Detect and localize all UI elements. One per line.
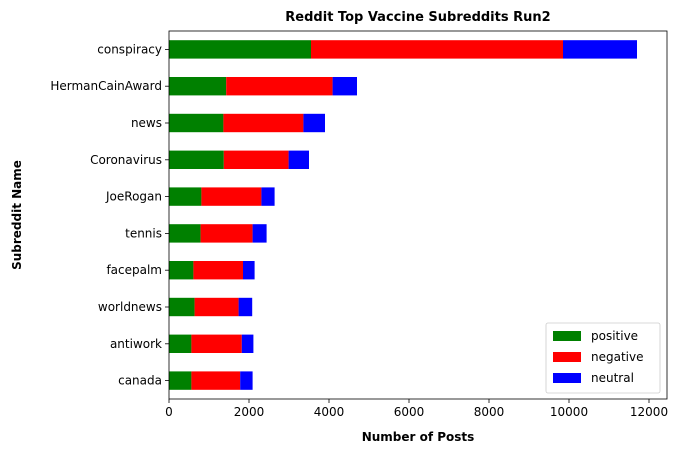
x-tick-label: 10000 [550,405,588,419]
y-tick-label: facepalm [106,263,162,277]
bar-Coronavirus-positive [169,150,224,169]
legend: positive negative neutral [545,322,661,394]
y-tick-label: tennis [125,226,162,240]
y-tick-label: JoeRogan [105,190,162,204]
legend-label-negative: negative [591,350,643,364]
bar-HermanCainAward-neutral [332,77,357,96]
y-axis-label: Subreddit Name [10,160,24,270]
bar-news-neutral [303,113,325,133]
x-tick-label: 0 [165,405,173,419]
bar-canada-neutral [240,371,253,390]
y-tick-label: news [131,116,162,130]
bar-conspiracy-positive [169,40,311,59]
x-axis-label: Number of Posts [362,430,475,444]
x-tick-label: 12000 [630,405,668,419]
bar-conspiracy-neutral [563,40,637,59]
x-axis-ticks: 0 2000 4000 6000 8000 10000 12000 [165,399,668,419]
x-tick-label: 2000 [234,405,265,419]
x-tick-label: 4000 [314,405,345,419]
y-tick-label: conspiracy [97,42,162,56]
legend-label-neutral: neutral [591,371,634,385]
bar-antiwork-neutral [241,334,254,353]
legend-label-positive: positive [591,329,638,343]
y-tick-label: worldnews [98,300,162,314]
bar-worldnews-negative [194,297,239,317]
y-tick-label: antiwork [110,337,162,351]
bar-worldnews-neutral [238,297,253,317]
x-tick-label: 6000 [394,405,425,419]
bar-JoeRogan-negative [201,187,262,206]
bar-antiwork-negative [191,334,242,353]
legend-swatch-neutral [553,373,581,383]
bar-HermanCainAward-negative [226,77,333,96]
bar-Coronavirus-negative [223,150,289,169]
legend-swatch-negative [553,352,581,362]
bar-JoeRogan-neutral [261,187,275,206]
bar-news-positive [169,113,224,133]
y-tick-label: canada [118,374,162,388]
chart-title: Reddit Top Vaccine Subreddits Run2 [285,10,550,25]
bar-HermanCainAward-positive [169,77,227,96]
bar-JoeRogan-positive [169,187,202,206]
bar-facepalm-negative [193,261,243,280]
bar-canada-positive [169,371,192,390]
bars-group [169,40,637,390]
bar-worldnews-positive [169,297,195,317]
x-tick-label: 8000 [474,405,505,419]
y-tick-label: Coronavirus [90,153,162,167]
legend-swatch-positive [553,331,581,341]
bar-facepalm-neutral [243,261,255,280]
plot-frame [168,30,668,400]
y-tick-label: HermanCainAward [50,79,162,93]
y-axis-ticks: canada antiwork worldnews facepalm tennis Joe… [50,42,169,388]
bar-tennis-neutral [252,224,267,243]
bar-antiwork-positive [169,334,192,353]
bar-facepalm-positive [169,261,194,280]
bar-news-negative [223,113,304,133]
bar-tennis-positive [169,224,201,243]
bar-tennis-negative [200,224,253,243]
bar-canada-negative [191,371,241,390]
bar-conspiracy-negative [311,40,563,59]
bar-Coronavirus-neutral [288,150,309,169]
